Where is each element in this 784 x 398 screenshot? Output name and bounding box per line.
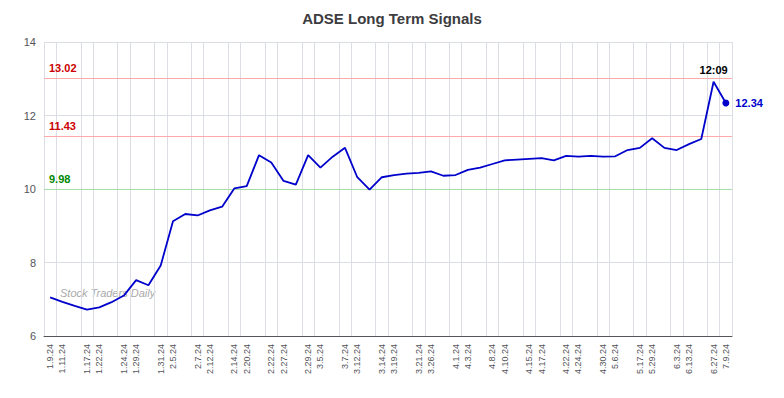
svg-text:1.9.24: 1.9.24 [45, 344, 55, 369]
svg-text:2.12.24: 2.12.24 [205, 344, 215, 374]
svg-text:4.3.24: 4.3.24 [463, 344, 473, 369]
svg-text:3.5.24: 3.5.24 [315, 344, 325, 369]
svg-text:3.21.24: 3.21.24 [414, 344, 424, 374]
svg-text:3.12.24: 3.12.24 [352, 344, 362, 374]
svg-text:4.17.24: 4.17.24 [537, 344, 547, 374]
svg-text:12: 12 [24, 110, 36, 122]
svg-text:10: 10 [24, 183, 36, 195]
svg-text:2.7.24: 2.7.24 [193, 344, 203, 369]
svg-text:4.1.24: 4.1.24 [451, 344, 461, 369]
svg-text:13.02: 13.02 [49, 62, 77, 74]
svg-text:1.31.24: 1.31.24 [156, 344, 166, 374]
svg-text:3.26.24: 3.26.24 [426, 344, 436, 374]
svg-text:12.34: 12.34 [735, 97, 763, 109]
svg-text:6.3.24: 6.3.24 [672, 344, 682, 369]
svg-text:1.29.24: 1.29.24 [131, 344, 141, 374]
svg-text:14: 14 [24, 36, 36, 48]
svg-text:2.14.24: 2.14.24 [229, 344, 239, 374]
svg-text:5.6.24: 5.6.24 [610, 344, 620, 369]
svg-text:1.17.24: 1.17.24 [82, 344, 92, 374]
svg-text:ADSE Long Term Signals: ADSE Long Term Signals [302, 10, 482, 27]
svg-text:8: 8 [30, 257, 36, 269]
svg-text:2.5.24: 2.5.24 [168, 344, 178, 369]
svg-text:9.98: 9.98 [49, 173, 70, 185]
svg-text:4.30.24: 4.30.24 [598, 344, 608, 374]
svg-text:3.14.24: 3.14.24 [377, 344, 387, 374]
svg-text:4.8.24: 4.8.24 [487, 344, 497, 369]
svg-text:Stock Traders Daily: Stock Traders Daily [60, 287, 157, 299]
svg-text:1.24.24: 1.24.24 [119, 344, 129, 374]
svg-text:3.7.24: 3.7.24 [340, 344, 350, 369]
svg-text:6: 6 [30, 330, 36, 342]
svg-text:4.15.24: 4.15.24 [524, 344, 534, 374]
svg-text:5.29.24: 5.29.24 [647, 344, 657, 374]
svg-text:2.27.24: 2.27.24 [279, 344, 289, 374]
svg-text:6.13.24: 6.13.24 [684, 344, 694, 374]
svg-text:4.24.24: 4.24.24 [573, 344, 583, 374]
svg-text:4.22.24: 4.22.24 [561, 344, 571, 374]
svg-text:1.11.24: 1.11.24 [57, 344, 67, 373]
svg-text:5.17.24: 5.17.24 [635, 344, 645, 374]
svg-text:11.43: 11.43 [49, 120, 76, 132]
svg-text:4.10.24: 4.10.24 [500, 344, 510, 374]
svg-text:2.22.24: 2.22.24 [266, 344, 276, 374]
svg-text:1.22.24: 1.22.24 [94, 344, 104, 374]
svg-text:3.19.24: 3.19.24 [389, 344, 399, 374]
svg-text:6.27.24: 6.27.24 [709, 344, 719, 374]
svg-text:2.20.24: 2.20.24 [242, 344, 252, 374]
svg-text:7.9.24: 7.9.24 [721, 344, 731, 369]
svg-text:2.29.24: 2.29.24 [303, 344, 313, 374]
svg-text:12:09: 12:09 [700, 64, 728, 76]
